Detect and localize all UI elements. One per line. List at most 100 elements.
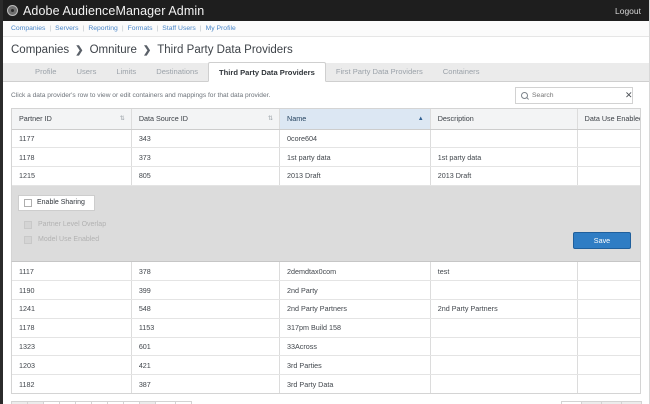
cell-data-source-id: 378 <box>131 261 281 282</box>
table-row[interactable]: 1241 548 2nd Party Partners 2nd Party Pa… <box>12 299 640 319</box>
cell-data-use-enabled <box>577 318 640 338</box>
cell-partner-id: 1241 <box>12 299 132 319</box>
tab-first-party-data-providers[interactable]: First Party Data Providers <box>335 67 423 76</box>
search-box[interactable]: ✕ <box>515 86 633 104</box>
page-size-selector: 10 25 50 100 <box>561 400 642 404</box>
tab-limits[interactable]: Limits <box>116 67 137 76</box>
cell-partner-id: 1178 <box>12 147 132 168</box>
table-footer: « 1 2 3 4 5 6 7 ... 147 » 10 25 50 100 <box>11 400 642 404</box>
cell-description: 1st party data <box>430 147 578 168</box>
breadcrumb-item-companies[interactable]: Companies <box>11 44 70 56</box>
column-label: Name <box>287 114 307 124</box>
table-header-row: Partner ID ⇅ Data Source ID ⇅ Name ▲ Des… <box>12 109 640 130</box>
nav-item-my-profile[interactable]: My Profile <box>205 25 236 32</box>
model-use-enabled-label: Model Use Enabled <box>38 236 100 244</box>
cell-description <box>430 280 578 300</box>
cell-description <box>430 318 578 338</box>
table-row[interactable]: 1215 805 2013 Draft 2013 Draft <box>12 166 640 186</box>
cell-name: 33Across <box>279 337 431 357</box>
column-header-data-source-id[interactable]: Data Source ID ⇅ <box>131 109 281 130</box>
chevron-right-icon: ❯ <box>75 44 84 56</box>
cell-partner-id: 1178 <box>12 318 132 338</box>
breadcrumb-item-omniture[interactable]: Omniture <box>89 44 137 56</box>
nav-item-staff-users[interactable]: Staff Users <box>162 25 196 32</box>
cell-description <box>430 337 578 357</box>
tab-profile[interactable]: Profile <box>35 67 57 76</box>
cell-data-source-id: 421 <box>131 355 281 376</box>
nav-separator: | <box>199 25 202 32</box>
nav-separator: | <box>49 25 52 32</box>
nav-item-companies[interactable]: Companies <box>11 25 46 32</box>
tab-users[interactable]: Users <box>76 67 97 76</box>
column-header-name[interactable]: Name ▲ <box>279 109 431 130</box>
table-row[interactable]: 1178 373 1st party data 1st party data <box>12 147 640 168</box>
breadcrumb-item-third-party-data-providers[interactable]: Third Party Data Providers <box>157 44 293 56</box>
breadcrumb: Companies ❯ Omniture ❯ Third Party Data … <box>3 37 649 63</box>
table-row[interactable]: 1117 378 2demdtax0com test <box>12 261 640 282</box>
column-header-description[interactable]: Description <box>430 109 578 130</box>
checkbox-box-icon <box>24 198 32 207</box>
cell-name: 2nd Party <box>279 280 431 300</box>
cell-data-source-id: 805 <box>131 166 281 186</box>
nav-item-reporting[interactable]: Reporting <box>88 25 118 32</box>
column-label: Partner ID <box>19 114 52 124</box>
tab-containers[interactable]: Containers <box>442 67 480 76</box>
checkbox-box-icon <box>24 220 32 229</box>
top-bar: Adobe AudienceManager Admin Logout <box>3 0 649 21</box>
search-input[interactable] <box>532 91 621 99</box>
table-row[interactable]: 1178 1153 317pm Build 158 <box>12 318 640 338</box>
pagination: « 1 2 3 4 5 6 7 ... 147 » <box>11 400 192 404</box>
table-row[interactable]: 1323 601 33Across <box>12 337 640 357</box>
model-use-enabled-checkbox: Model Use Enabled <box>24 235 632 244</box>
column-header-data-use-enabled[interactable]: Data Use Enabled <box>577 109 640 130</box>
enable-sharing-label: Enable Sharing <box>37 199 85 207</box>
checkbox-box-icon <box>24 235 32 244</box>
nav-item-formats[interactable]: Formats <box>127 25 153 32</box>
cell-description: 2013 Draft <box>430 166 578 186</box>
cell-name: 2nd Party Partners <box>279 299 431 319</box>
nav-item-servers[interactable]: Servers <box>55 25 79 32</box>
cell-data-source-id: 387 <box>131 374 281 394</box>
table-row[interactable]: 1182 387 3rd Party Data <box>12 374 640 394</box>
partner-level-overlap-checkbox: Partner Level Overlap <box>24 220 632 229</box>
tab-destinations[interactable]: Destinations <box>156 67 199 76</box>
cell-name: 2013 Draft <box>279 166 431 186</box>
sort-ascending-icon: ▲ <box>417 115 424 122</box>
save-button[interactable]: Save <box>573 231 631 249</box>
table-row[interactable]: 1190 399 2nd Party <box>12 280 640 300</box>
enable-sharing-checkbox[interactable]: Enable Sharing <box>18 194 95 211</box>
pagination-next-button[interactable]: » <box>175 400 192 404</box>
table-row[interactable]: 1177 343 0core604 <box>12 129 640 149</box>
column-label: Data Use Enabled <box>584 114 640 124</box>
cell-data-source-id: 601 <box>131 337 281 357</box>
sharing-panel: Enable Sharing Partner Level Overlap Mod… <box>11 185 641 262</box>
adobe-circle-logo-icon <box>7 5 18 16</box>
tab-third-party-data-providers[interactable]: Third Party Data Providers <box>208 62 326 82</box>
brand: Adobe AudienceManager Admin <box>7 4 204 18</box>
cell-data-source-id: 343 <box>131 129 281 149</box>
cell-partner-id: 1182 <box>12 374 132 394</box>
cell-description <box>430 129 578 149</box>
cell-partner-id: 1323 <box>12 337 132 357</box>
cell-data-use-enabled <box>577 166 640 186</box>
cell-partner-id: 1190 <box>12 280 132 300</box>
logout-button[interactable]: Logout <box>615 5 641 16</box>
cell-data-use-enabled <box>577 374 640 394</box>
data-provider-table-top: Partner ID ⇅ Data Source ID ⇅ Name ▲ Des… <box>11 108 641 186</box>
search-icon <box>521 91 528 99</box>
table-row[interactable]: 1203 421 3rd Parties <box>12 355 640 376</box>
column-header-partner-id[interactable]: Partner ID ⇅ <box>12 109 132 130</box>
sort-icon: ⇅ <box>119 115 125 122</box>
page-size-100[interactable]: 100 <box>621 400 642 404</box>
cell-data-source-id: 399 <box>131 280 281 300</box>
cell-partner-id: 1203 <box>12 355 132 376</box>
cell-data-use-enabled <box>577 129 640 149</box>
cell-description: 2nd Party Partners <box>430 299 578 319</box>
column-label: Description <box>437 114 474 124</box>
cell-name: 3rd Party Data <box>279 374 431 394</box>
cell-partner-id: 1215 <box>12 166 132 186</box>
cell-data-use-enabled <box>577 337 640 357</box>
close-icon[interactable]: ✕ <box>625 89 633 100</box>
cell-name: 3rd Parties <box>279 355 431 376</box>
page-hint: Click a data provider's row to view or e… <box>11 91 271 99</box>
